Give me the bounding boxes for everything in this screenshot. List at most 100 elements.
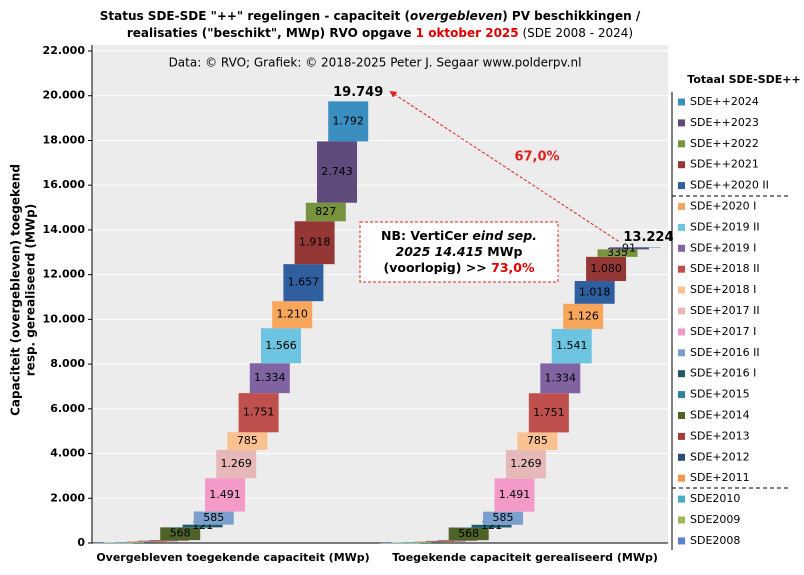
- legend-swatch: [678, 119, 685, 127]
- title-part: overgebleven: [410, 9, 502, 23]
- segment: [126, 541, 167, 543]
- segment: [205, 478, 245, 512]
- legend-swatch: [678, 307, 685, 315]
- segment: [425, 540, 466, 542]
- y-tick-label: 10.000: [43, 312, 86, 325]
- segment: [283, 264, 324, 302]
- segment: [597, 249, 638, 257]
- legend-swatch: [678, 161, 685, 169]
- value-label: 1.792: [332, 114, 364, 127]
- legend-label: SDE+2016 I: [690, 367, 756, 380]
- legend-label: SDE++2020 II: [690, 179, 769, 192]
- note-part: NB: VertiCer: [381, 228, 472, 243]
- title-part: realisaties ("beschikt", MWp) RVO opgave: [127, 26, 416, 40]
- legend-swatch: [678, 223, 685, 231]
- value-label: 1.018: [579, 285, 611, 298]
- segment: [563, 303, 604, 329]
- arrow: [389, 90, 619, 242]
- value-label: 1.269: [220, 457, 252, 470]
- legend-label: SDE+2018 I: [690, 283, 756, 296]
- value-label: 785: [527, 434, 548, 447]
- legend-label: SDE+2020 I: [690, 200, 756, 213]
- note-part: 73,0%: [491, 260, 535, 275]
- segment: [171, 527, 212, 528]
- title-part: 1 oktober 2025: [416, 26, 519, 40]
- note-part: eind sep.: [472, 228, 537, 243]
- legend-label: SDE++2023: [690, 116, 759, 129]
- legend-label: SDE+2017 I: [690, 325, 756, 338]
- segment: [93, 542, 133, 544]
- segment: [414, 541, 455, 543]
- note: (voorlopig) >> 73,0%: [384, 260, 535, 275]
- chart-title: Status SDE-SDE "++" regelingen - capacit…: [100, 9, 641, 23]
- segment: [391, 542, 432, 544]
- legend-swatch: [678, 516, 685, 524]
- subtitle: Data: © RVO; Grafiek: © 2018-2025 Peter …: [169, 56, 582, 70]
- value-label: 585: [203, 511, 224, 524]
- value-label: 585: [493, 511, 514, 524]
- y-tick-label: 4.000: [50, 447, 85, 460]
- segment: [160, 527, 201, 541]
- title-part: (SDE 2008 - 2024): [519, 26, 633, 40]
- legend-title: Totaal SDE-SDE++: [687, 73, 800, 86]
- y-tick-label: 18.000: [43, 133, 86, 146]
- segment: [261, 328, 301, 364]
- total-label: 19.749: [333, 85, 383, 100]
- legend-label: SDE++2021: [690, 158, 759, 171]
- legend-swatch: [678, 98, 685, 106]
- value-label: 1.334: [545, 371, 577, 384]
- legend-label: SDE+2011: [690, 471, 750, 484]
- segment: [317, 141, 357, 203]
- legend-swatch: [678, 412, 685, 419]
- legend-swatch: [678, 537, 685, 545]
- value-label: 1.657: [288, 276, 320, 289]
- legend-swatch: [678, 265, 685, 273]
- plot-area: [92, 45, 668, 543]
- y-tick-label: 16.000: [43, 178, 86, 191]
- note: NB: VertiCer eind sep.: [381, 228, 537, 243]
- y-axis-label: resp. gerealiseerd (MWp): [24, 204, 38, 376]
- segment: [249, 363, 290, 394]
- legend-swatch: [678, 328, 685, 336]
- ratio-label: 67,0%: [514, 150, 559, 165]
- segment: [137, 540, 178, 542]
- x-tick-label: Toegekende capaciteit gerealiseerd (MWp): [392, 551, 658, 564]
- segment: [483, 511, 524, 525]
- segment: [620, 247, 661, 248]
- note-part: 2025 14.415: [396, 244, 484, 259]
- segment: [437, 540, 478, 541]
- segment: [528, 393, 569, 433]
- segment: [402, 542, 443, 543]
- y-tick-label: 0: [77, 536, 85, 549]
- segment: [380, 542, 420, 544]
- y-tick-label: 6.000: [50, 402, 85, 415]
- value-label: 568: [170, 527, 191, 540]
- segment: [294, 221, 335, 265]
- segment: [216, 449, 257, 479]
- legend-swatch: [678, 432, 685, 440]
- legend-swatch: [678, 182, 685, 190]
- y-tick-label: 20.000: [43, 89, 86, 102]
- value-label: 1.491: [499, 488, 531, 501]
- note: 2025 14.415 MWp: [396, 244, 523, 259]
- y-tick-label: 2.000: [50, 491, 85, 504]
- value-label: 1.080: [590, 262, 622, 275]
- note-part: (voorlopig) >>: [384, 260, 492, 275]
- segment: [448, 527, 489, 541]
- chart-title: realisaties ("beschikt", MWp) RVO opgave…: [127, 26, 633, 40]
- value-label: 568: [458, 527, 479, 540]
- segment: [238, 393, 279, 433]
- y-axis-label: Capaciteit (overgebleven) toegekend: [9, 164, 23, 416]
- legend-swatch: [678, 453, 685, 461]
- value-label: 1.269: [510, 457, 542, 470]
- value-label: 827: [315, 205, 336, 218]
- legend-label: SDE2009: [690, 513, 740, 526]
- legend-swatch: [678, 203, 685, 210]
- value-label: 1.491: [209, 488, 241, 501]
- y-tick-label: 22.000: [43, 44, 86, 57]
- legend-label: SDE+2019 II: [690, 220, 760, 233]
- segment: [104, 542, 145, 544]
- legend-label: SDE++2022: [690, 137, 759, 150]
- y-tick-label: 12.000: [43, 268, 86, 281]
